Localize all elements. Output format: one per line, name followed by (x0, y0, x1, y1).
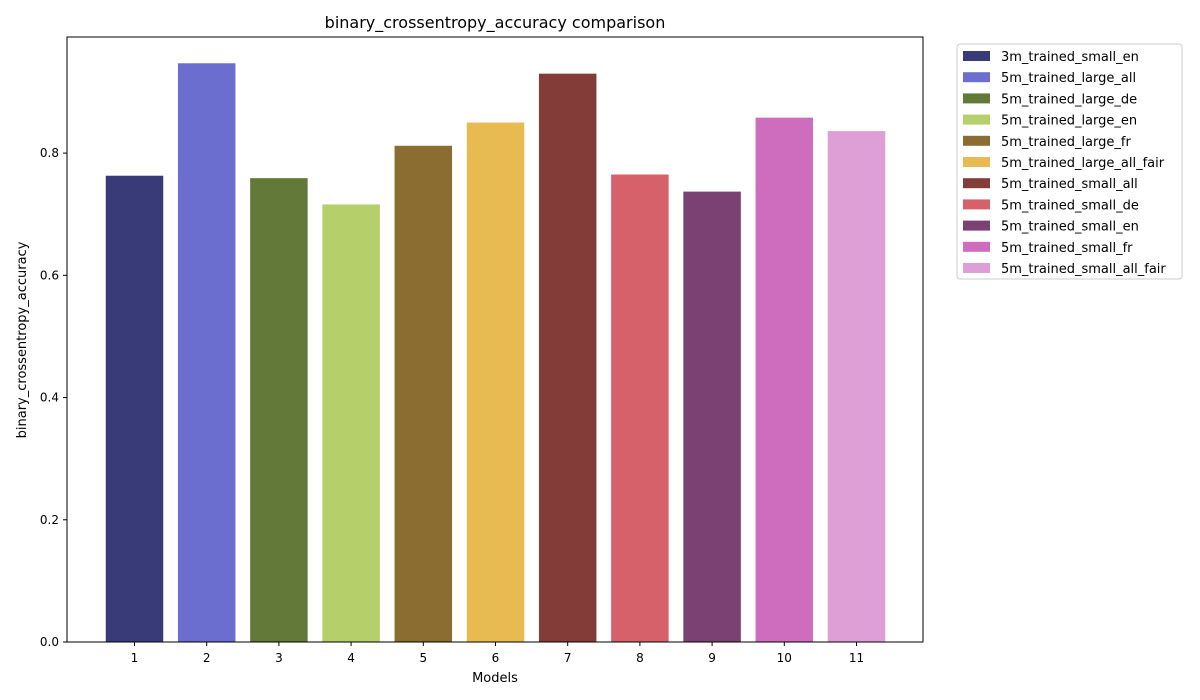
x-axis: 1 2 3 4 5 6 7 8 9 10 11 (131, 642, 864, 665)
x-tick-label: 8 (636, 651, 644, 665)
legend-label: 5m_trained_large_en (1001, 114, 1137, 129)
y-tick-label: 0.6 (40, 268, 59, 282)
legend-label: 5m_trained_small_all_fair (1001, 262, 1166, 277)
x-tick-label: 10 (777, 651, 792, 665)
chart-title: binary_crossentropy_accuracy comparison (325, 13, 666, 33)
legend-swatch (963, 199, 990, 210)
x-tick-label: 6 (492, 651, 500, 665)
x-tick-label: 3 (275, 651, 283, 665)
legend-swatch (963, 157, 990, 167)
bar-9 (683, 191, 741, 642)
legend-label: 5m_trained_small_fr (1001, 241, 1133, 256)
x-tick-label: 4 (347, 651, 355, 665)
legend-frame (956, 43, 1183, 280)
bar-2 (177, 63, 236, 643)
legend-label: 5m_trained_large_all_fair (1001, 156, 1165, 171)
y-tick-label: 0.0 (40, 635, 59, 649)
bar-4 (322, 204, 380, 642)
x-tick-label: 7 (564, 651, 572, 665)
x-tick-label: 5 (419, 651, 427, 665)
y-axis-label: binary_crossentropy_accuracy (15, 241, 30, 438)
legend-label: 5m_trained_large_fr (1001, 135, 1131, 150)
legend-label: 5m_trained_small_de (1001, 198, 1139, 213)
legend-swatch (963, 135, 990, 146)
legend-label: 3m_trained_small_en (1001, 50, 1139, 65)
x-axis-label: Models (472, 671, 518, 686)
legend-label: 5m_trained_small_all (1001, 177, 1138, 192)
legend-swatch (963, 220, 990, 231)
bar-6 (466, 122, 525, 643)
legend-label: 5m_trained_large_de (1001, 92, 1137, 107)
y-axis: 0.0 0.2 0.4 0.6 0.8 (40, 146, 67, 649)
x-tick-label: 1 (131, 651, 139, 665)
bar-8 (611, 174, 669, 642)
bar-1 (105, 175, 164, 642)
y-tick-label: 0.4 (40, 391, 59, 405)
legend-swatch (963, 72, 990, 83)
x-tick-label: 11 (849, 651, 864, 665)
bars-group (105, 63, 886, 643)
legend-label: 5m_trained_small_en (1001, 220, 1139, 235)
y-tick-label: 0.2 (40, 513, 59, 527)
legend: 3m_trained_small_en 5m_trained_large_all 5… (956, 43, 1183, 280)
bar-5 (394, 145, 453, 642)
legend-swatch (963, 51, 990, 61)
legend-swatch (963, 241, 990, 252)
legend-swatch (963, 114, 990, 125)
legend-swatch (963, 263, 990, 273)
legend-label: 5m_trained_large_all (1001, 71, 1136, 86)
legend-swatch (963, 93, 990, 104)
x-tick-label: 2 (203, 651, 211, 665)
y-tick-label: 0.8 (40, 146, 59, 160)
bar-10 (755, 117, 814, 642)
legend-swatch (963, 178, 990, 189)
x-tick-label: 9 (708, 651, 716, 665)
bar-3 (250, 178, 308, 642)
bar-7 (538, 73, 597, 642)
bar-11 (827, 131, 886, 642)
